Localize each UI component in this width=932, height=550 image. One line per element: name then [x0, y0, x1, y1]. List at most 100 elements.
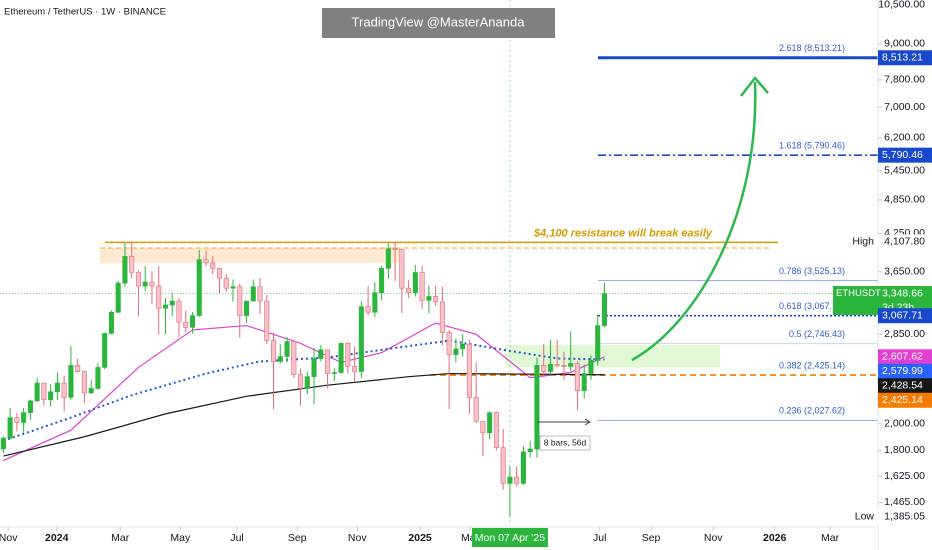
candle-body [135, 272, 141, 287]
candle-body [493, 412, 499, 448]
candle-body [325, 349, 331, 374]
fib-label: 0.236 (2,027.62) [779, 406, 845, 416]
candle-body [406, 287, 412, 294]
candle-body [223, 277, 229, 289]
candle-body [514, 476, 520, 484]
candle-body [547, 364, 553, 372]
y-tick-label: 7,800.00 [884, 74, 925, 86]
extreme-value: 4,107.80 [884, 236, 925, 248]
x-tick-label: Jul [593, 532, 606, 544]
candle-body [453, 348, 459, 355]
candle-body [507, 476, 513, 484]
fib-label: 0.786 (3,525.13) [779, 266, 845, 276]
x-tick-label: Sep [642, 532, 661, 544]
candle-body [520, 451, 526, 484]
price-box-label: 5,790.46 [882, 149, 923, 161]
price-box-label: 8,513.21 [882, 52, 923, 64]
x-tick-label: 2025 [408, 532, 432, 544]
y-tick-label: 4,850.00 [884, 194, 925, 206]
candle-body [149, 281, 155, 287]
candle-body [0, 437, 6, 450]
price-box-label: 2,579.99 [882, 365, 923, 377]
candle-body [554, 364, 560, 366]
symbol-label: ETHUSDT [836, 288, 881, 299]
zone [100, 248, 400, 263]
extreme-value: 1,385.05 [884, 510, 925, 522]
candle-body [54, 382, 60, 393]
candle-body [142, 281, 148, 287]
price-box-label: 3,067.71 [882, 309, 923, 321]
watermark: TradingView @MasterAnanda [352, 14, 526, 29]
candle-body [352, 366, 358, 372]
candle-body [568, 363, 574, 367]
projection-arrow [631, 81, 757, 362]
candle-body [446, 332, 452, 355]
crosshair-time-label: Mon 07 Apr '25 [475, 532, 545, 544]
last-price-label: 3,348.66 [882, 287, 923, 299]
x-tick-label: Jul [230, 532, 243, 544]
price-box [878, 308, 932, 324]
candle-body [75, 365, 81, 372]
extreme-box [851, 234, 932, 250]
fib-label: 2.618 (8,513.21) [779, 43, 845, 53]
candle-body [466, 343, 472, 398]
candle-body [210, 262, 216, 269]
x-tick-label: Nov [348, 532, 367, 544]
x-tick-label: Mar [111, 532, 130, 544]
candle-body [7, 417, 13, 439]
candle-body [291, 341, 297, 375]
candle-body [365, 306, 371, 313]
candle-body [129, 256, 135, 273]
zone [505, 345, 720, 368]
candle-body [68, 365, 74, 398]
x-tick-label: Nov [0, 532, 18, 544]
candle-body [61, 382, 67, 398]
candle-body [500, 447, 506, 484]
candle-body [358, 306, 364, 372]
candle-body [534, 365, 540, 450]
y-tick-label: 1,465.00 [884, 496, 925, 508]
candle-body [102, 333, 108, 368]
candle-body [27, 400, 33, 413]
candle-body [433, 296, 439, 303]
candle-body [237, 286, 243, 316]
candle-body [419, 272, 425, 301]
chart-title: Ethereum / TetherUS · 1W · BINANCE [4, 7, 166, 18]
y-tick-label: 2,850.00 [884, 328, 925, 340]
candle-body [480, 420, 486, 434]
price-box [878, 349, 932, 365]
measure-arrow-head [584, 418, 591, 426]
candle-body [250, 286, 256, 302]
fib-label: 1.618 (5,790.46) [779, 141, 845, 151]
candle-body [162, 304, 168, 309]
candle-body [561, 365, 567, 367]
price-box-label: 2,425.14 [882, 394, 923, 406]
y-tick-label: 6,200.00 [884, 132, 925, 144]
x-tick-label: 2024 [45, 532, 69, 544]
candle-body [338, 343, 344, 373]
price-box [878, 363, 932, 379]
candle-body [176, 300, 182, 323]
candle-body [203, 259, 209, 264]
price-box-label: 2,428.54 [882, 380, 923, 392]
arrow-head [740, 76, 769, 97]
price-box [878, 392, 932, 408]
candle-body [108, 311, 114, 334]
candle-body [122, 256, 128, 284]
candle-body [392, 248, 398, 250]
candle-body [595, 325, 601, 361]
y-tick-label: 1,800.00 [884, 444, 925, 456]
y-tick-label: 9,000.00 [884, 38, 925, 50]
candle-body [379, 268, 385, 294]
candle-body [196, 259, 202, 316]
fib-label: 0.618 (3,067.71) [779, 301, 845, 311]
crosshair-time-box [471, 528, 548, 547]
candle-body [487, 412, 493, 434]
candle-body [304, 376, 310, 389]
candle-body [156, 285, 162, 309]
price-axis [878, 0, 932, 550]
measure-label: 8 bars, 56d [544, 437, 587, 447]
candle-body [230, 286, 236, 289]
